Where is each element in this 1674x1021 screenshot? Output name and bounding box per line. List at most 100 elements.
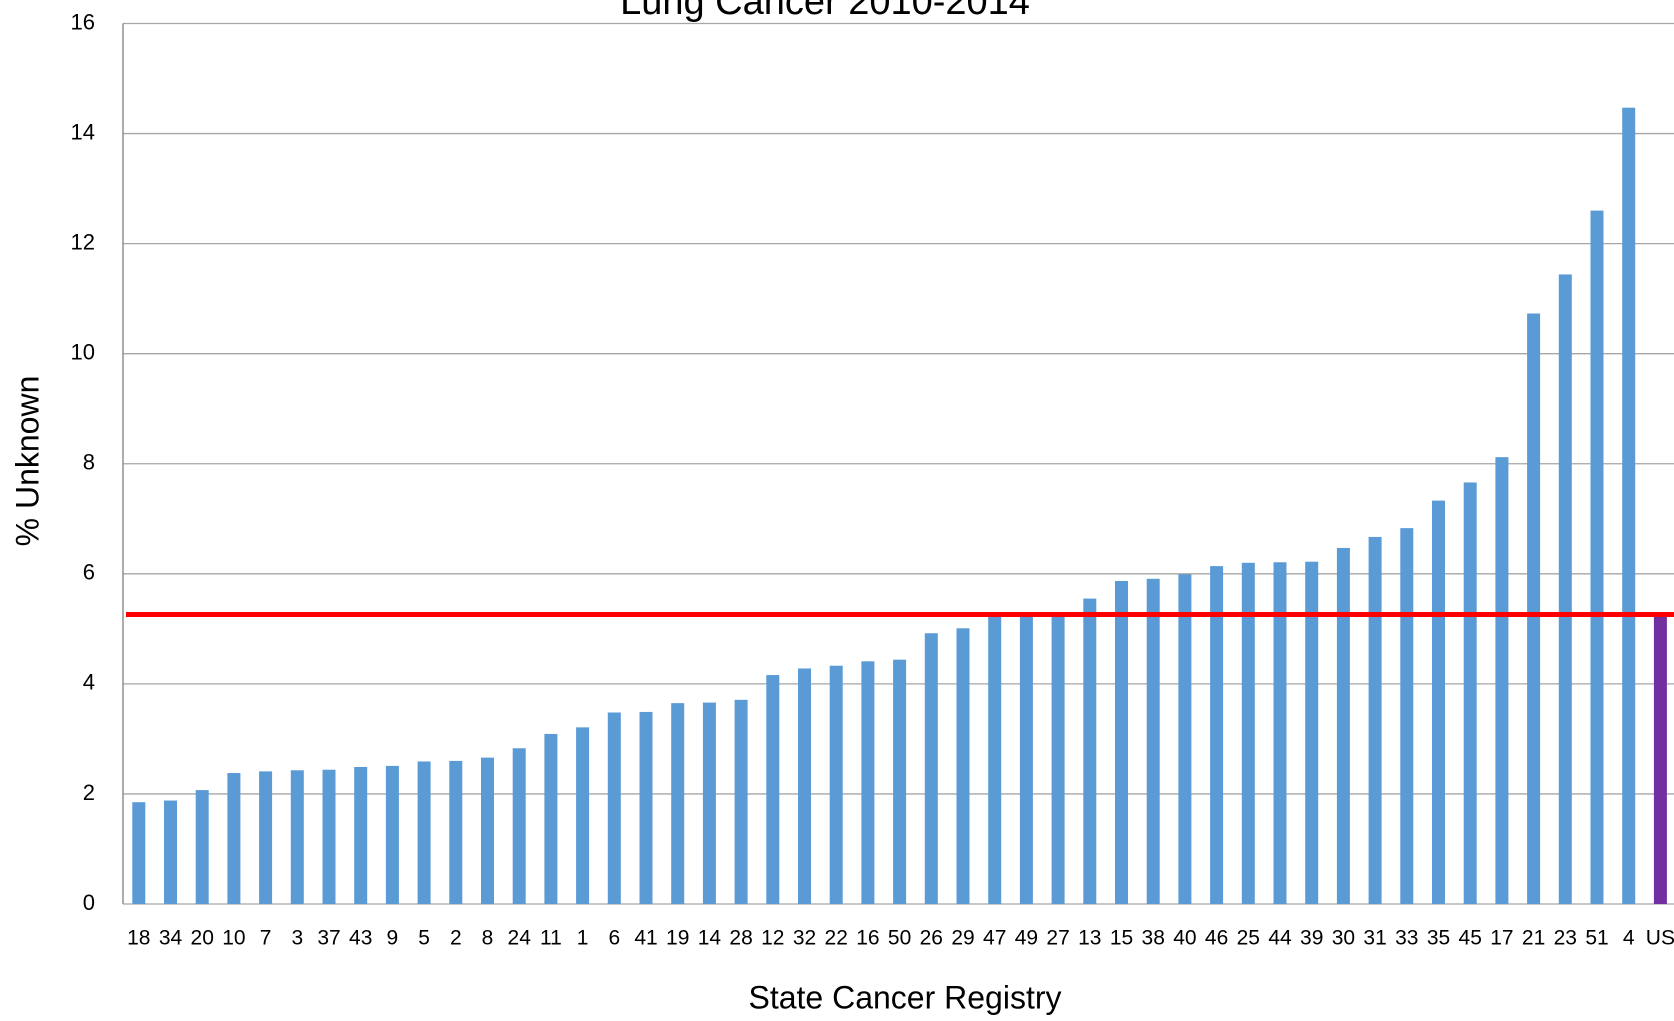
bar [259, 771, 273, 904]
x-axis-title: State Cancer Registry [748, 979, 1061, 1015]
x-tick-label: 3 [291, 927, 303, 950]
bar [1305, 561, 1319, 904]
x-tick-label: 30 [1332, 927, 1355, 950]
y-tick-label: 4 [83, 670, 95, 695]
x-tick-label: 38 [1142, 927, 1165, 950]
bar [227, 773, 241, 904]
bar [798, 668, 811, 904]
x-tick-label: 13 [1078, 927, 1101, 950]
x-tick-label: 5 [418, 927, 430, 950]
x-tick-label: 27 [1046, 927, 1069, 950]
x-tick-label: 16 [856, 927, 879, 950]
x-tick-label: 47 [983, 927, 1006, 950]
bar [1432, 500, 1445, 904]
bar [1083, 598, 1097, 904]
x-tick-label: 25 [1237, 927, 1260, 950]
bar [956, 628, 970, 904]
bar [544, 733, 558, 904]
bar [671, 703, 685, 904]
x-tick-label: 31 [1363, 927, 1386, 950]
x-tick-label: 51 [1585, 927, 1608, 950]
bar [1019, 614, 1033, 904]
bar [1653, 614, 1667, 904]
bar [354, 766, 368, 904]
x-tick-label: 49 [1015, 927, 1038, 950]
y-tick-label: 0 [83, 890, 95, 915]
x-tick-label: 45 [1459, 927, 1482, 950]
y-tick-label: 2 [83, 780, 95, 805]
x-tick-label: 2 [450, 927, 462, 950]
x-tick-label: 37 [317, 927, 340, 950]
bar [734, 699, 748, 904]
x-tick-label: 46 [1205, 927, 1228, 950]
x-tick-label: 15 [1110, 927, 1133, 950]
x-tick-label: 32 [793, 927, 816, 950]
x-tick-label: 18 [127, 927, 150, 950]
chart-title: Lung Cancer 2010-2014 [620, 0, 1030, 23]
x-tick-label: 26 [920, 927, 943, 950]
x-tick-label: 8 [482, 927, 494, 950]
bar [1178, 574, 1192, 904]
bar [702, 702, 716, 904]
bar [417, 761, 431, 904]
bar [988, 614, 1002, 904]
x-tick-label: 9 [387, 927, 399, 950]
x-tick-label: 33 [1395, 927, 1418, 950]
bar [1368, 536, 1382, 904]
x-tick-label: 44 [1268, 927, 1292, 950]
bar [449, 760, 463, 904]
bar [893, 659, 907, 904]
bar [1527, 313, 1541, 905]
bar [1241, 562, 1255, 904]
x-tick-label: 28 [729, 927, 752, 950]
bar [1558, 274, 1572, 904]
bar [1115, 580, 1128, 904]
bar [132, 802, 146, 904]
y-tick-label: 10 [71, 340, 95, 365]
x-tick-label: 19 [666, 927, 689, 950]
x-tick-label: 24 [508, 927, 532, 950]
x-tick-label: 22 [825, 927, 848, 950]
bar [1273, 562, 1287, 904]
bar [195, 790, 209, 904]
y-tick-label: 12 [71, 229, 95, 254]
x-tick-label: 21 [1522, 927, 1545, 950]
bar [829, 665, 843, 904]
x-tick-label: 29 [951, 927, 974, 950]
x-tick-label: US [1646, 927, 1674, 950]
bar [576, 727, 590, 904]
y-tick-label: 8 [83, 450, 95, 475]
x-tick-label: 7 [260, 927, 272, 950]
x-tick-label: 23 [1554, 927, 1577, 950]
bar [1146, 578, 1160, 904]
bar [1400, 528, 1414, 904]
x-tick-label: 4 [1623, 927, 1635, 950]
x-tick-label: 50 [888, 927, 911, 950]
y-axis-title: % Unknown [9, 376, 45, 547]
bar [290, 770, 304, 904]
x-tick-label: 34 [159, 927, 183, 950]
bar [164, 800, 177, 904]
bar [512, 748, 526, 904]
bar [1051, 614, 1065, 904]
x-tick-label: 43 [349, 927, 372, 950]
x-tick-label: 20 [191, 927, 214, 950]
bar [385, 765, 399, 904]
y-tick-label: 16 [71, 9, 95, 34]
x-tick-label: 40 [1173, 927, 1196, 950]
y-tick-label: 6 [83, 560, 95, 585]
bar [607, 712, 621, 904]
bar [1495, 457, 1509, 904]
x-tick-label: 14 [698, 927, 722, 950]
bar [481, 757, 494, 904]
bar [1210, 566, 1224, 904]
x-tick-label: 12 [761, 927, 784, 950]
x-tick-label: 35 [1427, 927, 1450, 950]
bar [1336, 547, 1350, 904]
bar [1463, 482, 1477, 904]
bar [766, 675, 780, 904]
bar [639, 711, 653, 904]
bar [1622, 107, 1636, 904]
x-tick-label: 6 [608, 927, 620, 950]
